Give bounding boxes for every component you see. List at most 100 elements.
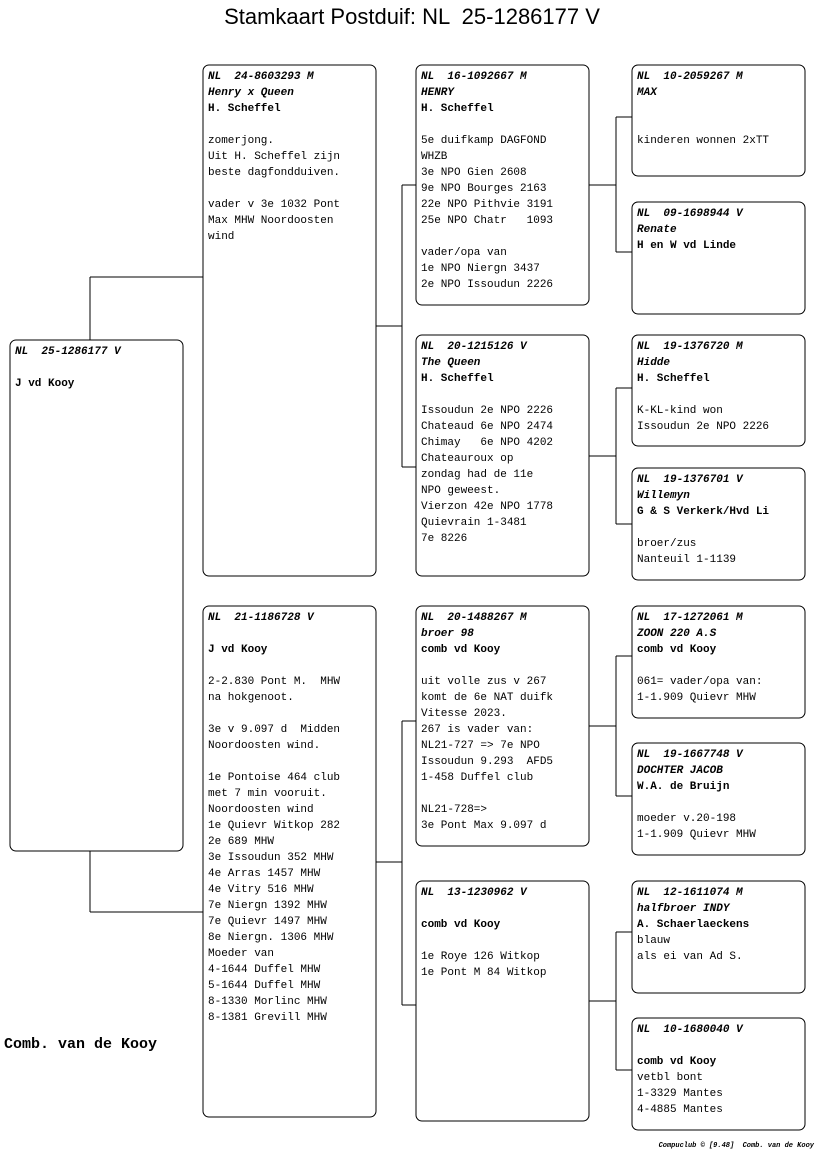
note-line: 8-1381 Grevill MHW: [208, 1012, 327, 1024]
card-box: [631, 605, 806, 719]
ring-number: NL 12-1611074 M: [637, 887, 743, 899]
note-line: Max MHW Noordoosten: [208, 215, 333, 227]
note-line: Uit H. Scheffel zijn: [208, 151, 340, 163]
connectors: [89, 116, 632, 1071]
note-line: Vierzon 42e NPO 1778: [421, 501, 553, 513]
ring-number: NL 21-1186728 V: [208, 612, 315, 624]
note-line: 1-458 Duffel club: [421, 772, 533, 784]
owner: comb vd Kooy: [637, 1056, 717, 1068]
title: Stamkaart Postduif: NL 25-1286177 V: [224, 4, 600, 29]
note-line: 061= vader/opa van:: [637, 676, 762, 688]
note-line: 267 is vader van:: [421, 724, 533, 736]
note-line: 1-1.909 Quievr MHW: [637, 692, 756, 704]
ring-number: NL 24-8603293 M: [208, 71, 314, 83]
ring-number: NL 09-1698944 V: [637, 208, 744, 220]
note-line: 3e NPO Gien 2608: [421, 167, 527, 179]
note-line: WHZB: [421, 151, 448, 163]
ring-number: NL 17-1272061 M: [637, 612, 743, 624]
owner: A. Schaerlaeckens: [637, 919, 749, 931]
owner: H en W vd Linde: [637, 240, 736, 252]
pigeon-name: The Queen: [421, 357, 481, 369]
ring-number: NL 10-1680040 V: [637, 1024, 744, 1036]
note-line: Quievrain 1-3481: [421, 517, 527, 529]
note-line: uit volle zus v 267: [421, 676, 546, 688]
pigeon-name: broer 98: [421, 628, 474, 640]
pigeon-card: NL 09-1698944 V Renate H en W vd Linde: [631, 201, 806, 315]
note-line: 22e NPO Pithvie 3191: [421, 199, 553, 211]
card-box: [415, 605, 590, 847]
note-line: Vitesse 2023.: [421, 708, 507, 720]
card-box: [631, 742, 806, 856]
owner: J vd Kooy: [208, 644, 268, 656]
note-line: 3e Issoudun 352 MHW: [208, 852, 334, 864]
note-line: 1e Pontoise 464 club: [208, 772, 340, 784]
pigeon-card: NL 10-2059267 M MAX kinderen wonnen 2xTT: [631, 64, 806, 177]
note-line: na hokgenoot.: [208, 692, 294, 704]
note-line: NL21-728=>: [421, 804, 487, 816]
note-line: 7e Niergn 1392 MHW: [208, 900, 327, 912]
ring-number: NL 20-1215126 V: [421, 341, 528, 353]
owner: H. Scheffel: [208, 103, 281, 115]
note-line: Nanteuil 1-1139: [637, 554, 736, 566]
pigeon-card: NL 17-1272061 M ZOON 220 A.S comb vd Kooy 0…: [631, 605, 806, 719]
note-line: zondag had de 11e: [421, 469, 533, 481]
owner: H. Scheffel: [421, 103, 494, 115]
note-line: NPO geweest.: [421, 485, 500, 497]
note-line: moeder v.20-198: [637, 813, 736, 825]
note-line: 4-4885 Mantes: [637, 1104, 723, 1116]
note-line: 1-3329 Mantes: [637, 1088, 723, 1100]
ring-number: NL 25-1286177 V: [15, 346, 122, 358]
pigeon-name: Willemyn: [637, 490, 690, 502]
owner: comb vd Kooy: [421, 919, 501, 931]
card-box: [415, 64, 590, 306]
owner: G & S Verkerk/Hvd Li: [637, 506, 769, 518]
card-box: [9, 339, 184, 852]
ring-number: NL 20-1488267 M: [421, 612, 527, 624]
card-box: [631, 467, 806, 581]
note-line: Issoudun 2e NPO 2226: [421, 405, 553, 417]
pigeon-name: Renate: [637, 224, 677, 236]
note-line: Noordoosten wind: [208, 804, 314, 816]
card-box: [202, 605, 377, 1118]
ring-number: NL 16-1092667 M: [421, 71, 527, 83]
note-line: Issoudun 2e NPO 2226: [637, 421, 769, 433]
note-line: 1e Roye 126 Witkop: [421, 951, 540, 963]
card-box: [631, 201, 806, 315]
pigeon-card: NL 20-1488267 M broer 98 comb vd Kooy uit v…: [415, 605, 590, 847]
ring-number: NL 19-1376720 M: [637, 341, 743, 353]
pigeon-card: NL 25-1286177 V J vd Kooy: [9, 339, 184, 852]
card-box: [415, 334, 590, 577]
card-box: [631, 64, 806, 177]
pigeon-name: MAX: [636, 87, 658, 99]
pigeon-name: Hidde: [637, 357, 670, 369]
card-box: [202, 64, 377, 577]
note-line: 1e Quievr Witkop 282: [208, 820, 340, 832]
note-line: als ei van Ad S.: [637, 951, 743, 963]
pigeon-name: halfbroer INDY: [637, 903, 731, 915]
ring-number: NL 10-2059267 M: [637, 71, 743, 83]
note-line: 1e Pont M 84 Witkop: [421, 967, 546, 979]
pigeon-card: NL 13-1230962 V comb vd Kooy 1e Roye 126 W…: [415, 880, 590, 1122]
note-line: vader v 3e 1032 Pont: [208, 199, 340, 211]
ring-number: NL 19-1376701 V: [637, 474, 744, 486]
card-box: [631, 880, 806, 994]
pigeon-name: HENRY: [421, 87, 455, 99]
note-line: 8-1330 Morlinc MHW: [208, 996, 327, 1008]
card-box: [415, 880, 590, 1122]
note-line: broer/zus: [637, 538, 696, 550]
note-line: Moeder van: [208, 948, 274, 960]
pigeon-card: NL 10-1680040 V comb vd Kooy vetbl bont 1-3…: [631, 1017, 806, 1131]
note-line: Noordoosten wind.: [208, 740, 320, 752]
note-line: K-KL-kind won: [637, 405, 723, 417]
owner: J vd Kooy: [15, 378, 75, 390]
pigeon-card: NL 16-1092667 M HENRY H. Scheffel 5e duifka…: [415, 64, 590, 306]
card-box: [631, 1017, 806, 1131]
owner: W.A. de Bruijn: [637, 781, 729, 793]
note-line: Chimay 6e NPO 4202: [421, 437, 553, 449]
pigeon-card: NL 12-1611074 M halfbroer INDY A. Schaerla…: [631, 880, 806, 994]
note-line: vetbl bont: [637, 1072, 703, 1084]
pigeon-card: NL 19-1376701 V Willemyn G & S Verkerk/Hvd…: [631, 467, 806, 581]
note-line: 1-1.909 Quievr MHW: [637, 829, 756, 841]
pigeon-card: NL 19-1376720 M Hidde H. Scheffel K-KL-kind…: [631, 334, 806, 447]
note-line: 7e Quievr 1497 MHW: [208, 916, 327, 928]
